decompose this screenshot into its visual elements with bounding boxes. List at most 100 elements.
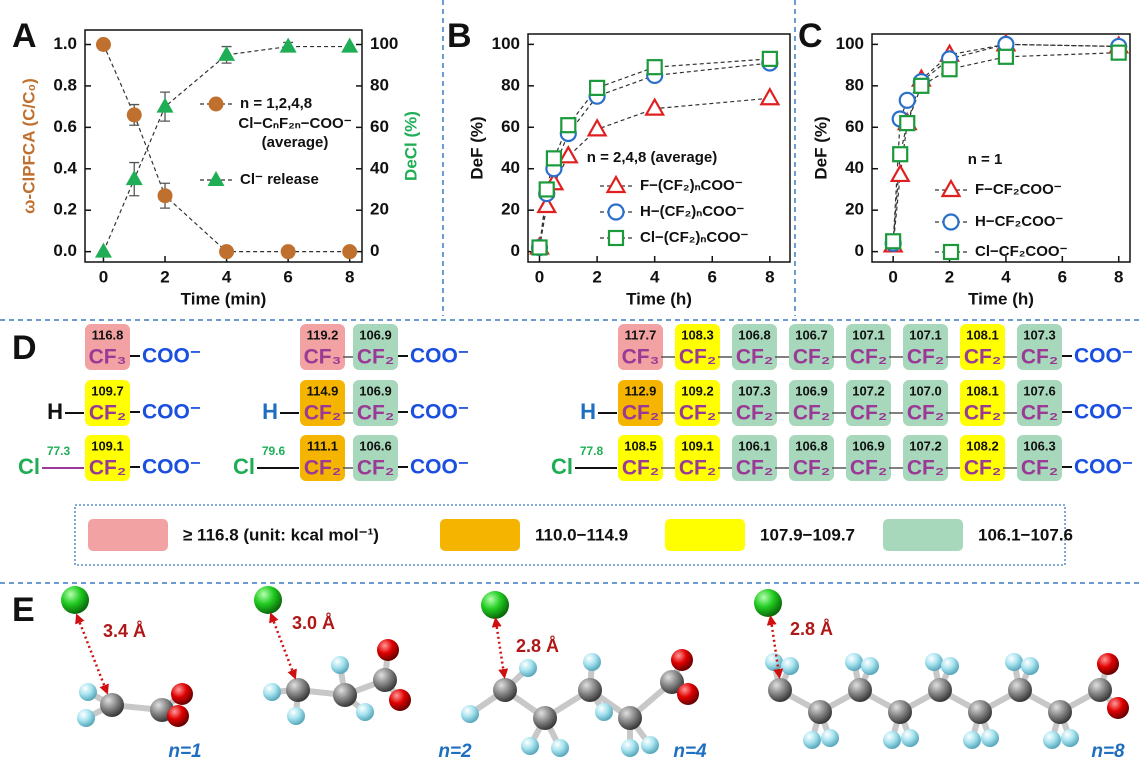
marker [126,170,143,185]
atom-c [533,706,557,730]
legend-marker [944,215,959,230]
legend-marker [944,245,958,259]
bde-value: 106.9 [795,383,828,398]
atom-f [641,736,659,754]
bde-value: 107.3 [738,383,771,398]
y-tick-label: 100 [836,34,864,53]
marker [646,100,663,115]
bde-value: 109.7 [91,383,124,398]
bde-value: 107.1 [909,327,942,342]
legend-title: n = 1,2,4,8 [240,95,312,112]
distance-label: 2.8 Å [790,619,833,639]
atom-c [333,683,357,707]
atom-o [1097,653,1119,675]
atom-f [521,737,539,755]
atom-f [765,653,783,671]
carboxylate: COO⁻ [142,345,201,368]
marker [561,118,575,132]
legend-marker [608,177,625,192]
marker [127,107,142,122]
legend-label: 107.9−109.7 [760,525,855,544]
marker [540,182,554,196]
x-tick-label: 0 [535,267,544,286]
panel-label: A [12,17,37,55]
bde-value: 107.1 [852,327,885,342]
legend-title: n = 2,4,8 (average) [587,149,718,166]
formula: CF₂ [850,402,887,425]
atom-f [595,703,613,721]
bde-value: 107.6 [1023,383,1056,398]
n-label: n=4 [673,741,707,762]
x-tick-label: 2 [945,267,954,286]
marker [900,93,915,108]
marker [547,151,561,165]
formula: CF₂ [1021,457,1058,480]
x-tick-label: 2 [592,267,601,286]
marker [886,234,900,248]
atom-f [287,707,305,725]
formula: CF₂ [357,402,394,425]
atom-o [377,639,399,661]
y-tick-label: 20 [501,200,520,219]
y-tick-label: 0.8 [53,75,77,94]
marker [533,240,547,254]
bde-value: 106.9 [852,438,885,453]
formula: CF₂ [304,457,341,480]
panel-label: E [12,591,35,629]
formula: CF₂ [907,346,944,369]
marker [892,166,909,181]
y-tick-label: 1.0 [53,34,77,53]
formula: CF₂ [736,402,773,425]
marker [590,81,604,95]
x-tick-label: 4 [1001,267,1011,286]
marker [648,60,662,74]
atom-cl [754,589,782,617]
atom-c [888,700,912,724]
legend-swatch [88,519,168,551]
x-tick-label: 2 [160,267,169,286]
atom-c [968,700,992,724]
legend-label: Cl−(CF₂)ₙCOO⁻ [640,229,749,246]
legend-marker [609,231,623,245]
y-tick-label: 80 [501,75,520,94]
atom-f [263,683,281,701]
end-group: Cl [18,454,40,479]
marker [158,188,173,203]
atom-c [286,678,310,702]
formula: CF₂ [964,457,1001,480]
x-axis-label: Time (min) [181,289,267,308]
y-tick-label: 20 [845,200,864,219]
y-axis-label: DeF (%) [467,116,486,179]
legend-swatch [665,519,745,551]
distance-arrow [496,622,504,674]
marker [763,52,777,66]
legend-note: (average) [262,134,329,151]
y-tick-label: 0 [511,241,520,260]
marker [341,38,358,53]
bde-value: 106.3 [1023,438,1056,453]
atom-f [883,731,901,749]
atom-f [1005,653,1023,671]
atom-c [100,693,124,717]
distance-label: 3.4 Å [103,621,146,641]
atom-f [1061,729,1079,747]
formula: CF₂ [357,457,394,480]
atom-c [848,678,872,702]
bde-value: 106.9 [359,383,392,398]
formula: CF₂ [357,346,394,369]
formula: CF₂ [679,346,716,369]
legend-label: Cl⁻ release [240,171,319,188]
atom-c [1008,678,1032,702]
atom-cl [481,591,509,619]
formula: CF₃ [622,346,660,369]
atom-f [901,729,919,747]
bond-value: 77.3 [47,444,71,458]
y-tick-label: 40 [501,158,520,177]
atom-f [583,653,601,671]
x-tick-label: 6 [1058,267,1067,286]
legend-label: H−CF₂COO⁻ [975,213,1063,230]
y-tick-label: 60 [501,117,520,136]
bde-value: 108.2 [966,438,999,453]
bond-value: 79.6 [262,444,286,458]
bde-value: 108.1 [966,327,999,342]
